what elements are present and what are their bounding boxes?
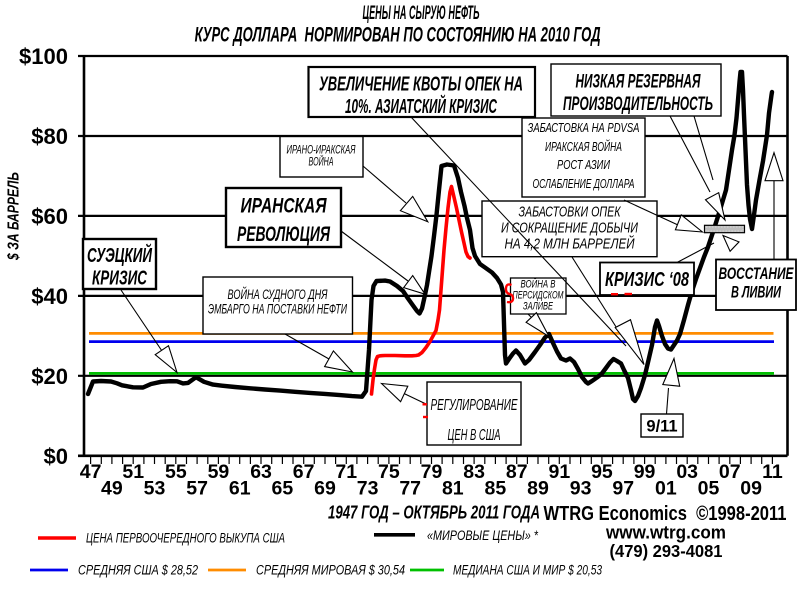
svg-text:НА 4,2 МЛН БАРРЕЛЕЙ: НА 4,2 МЛН БАРРЕЛЕЙ (505, 235, 635, 253)
svg-text:51: 51 (122, 461, 144, 483)
svg-text:95: 95 (591, 461, 613, 483)
svg-text:$20: $20 (31, 364, 68, 389)
svg-text:53: 53 (144, 478, 166, 500)
svg-text:99: 99 (634, 461, 656, 483)
svg-text:ЗАБАСТОВКИ ОПЕК: ЗАБАСТОВКИ ОПЕК (519, 204, 622, 221)
svg-text:$100: $100 (19, 44, 68, 69)
svg-text:КУРС ДОЛЛАРА НОРМИРОВАН ПО СО: КУРС ДОЛЛАРА НОРМИРОВАН ПО СОСТОЯНИЮ НА … (195, 24, 601, 47)
svg-text:В ЛИВИИ: В ЛИВИИ (731, 284, 782, 302)
svg-text:$0: $0 (44, 444, 68, 469)
svg-text:07: 07 (719, 461, 741, 483)
svg-text:УВЕЛИЧЕНИЕ КВОТЫ ОПЕК НА: УВЕЛИЧЕНИЕ КВОТЫ ОПЕК НА (319, 74, 523, 96)
svg-text:ЗАЛИВЕ: ЗАЛИВЕ (523, 301, 553, 313)
svg-text:81: 81 (442, 478, 464, 500)
svg-text:РЕВОЛЮЦИЯ: РЕВОЛЮЦИЯ (237, 223, 330, 246)
svg-text:69: 69 (314, 478, 336, 500)
svg-text:63: 63 (250, 461, 272, 483)
svg-text:10%. АЗИАТСКИЙ КРИЗИС: 10%. АЗИАТСКИЙ КРИЗИС (345, 94, 497, 118)
svg-text:73: 73 (357, 478, 379, 500)
svg-text:ВОССТАНИЕ: ВОССТАНИЕ (719, 265, 795, 283)
svg-text:ЦЕНА ПЕРВООЧЕРЕДНОГО ВЫКУПА СШ: ЦЕНА ПЕРВООЧЕРЕДНОГО ВЫКУПА США (86, 531, 285, 546)
svg-text:1947 ГОД – ОКТЯБРЬ 2011 ГОДА: 1947 ГОД – ОКТЯБРЬ 2011 ГОДА (328, 502, 540, 523)
svg-text:9/11: 9/11 (646, 418, 677, 436)
svg-text:СРЕДНЯЯ США $ 28,52: СРЕДНЯЯ США $ 28,52 (78, 563, 198, 578)
svg-text:$60: $60 (31, 204, 68, 229)
svg-text:97: 97 (612, 478, 634, 500)
svg-text:СРЕДНЯЯ МИРОВАЯ $ 30,54: СРЕДНЯЯ МИРОВАЯ $ 30,54 (256, 563, 405, 578)
svg-text:09: 09 (740, 478, 762, 500)
svg-text:КРИЗИС: КРИЗИС (92, 268, 147, 290)
svg-text:ИРАНСКАЯ: ИРАНСКАЯ (241, 195, 328, 218)
svg-text:«МИРОВЫЕ ЦЕНЫ» *: «МИРОВЫЕ ЦЕНЫ» * (427, 528, 539, 543)
svg-text:01: 01 (655, 478, 677, 500)
svg-text:ЦЕН В США: ЦЕН В США (448, 427, 501, 444)
svg-text:ИРАНО-ИРАКСКАЯ: ИРАНО-ИРАКСКАЯ (287, 145, 356, 157)
svg-text:СУЭЦКИЙ: СУЭЦКИЙ (87, 243, 152, 267)
svg-text:77: 77 (399, 478, 421, 500)
svg-text:И СОКРАЩЕНИЕ ДОБЫЧИ: И СОКРАЩЕНИЕ ДОБЫЧИ (501, 220, 638, 237)
svg-text:ЗАБАСТОВКА НА PDVSA: ЗАБАСТОВКА НА PDVSA (528, 121, 640, 135)
svg-text:59: 59 (208, 461, 230, 483)
svg-text:67: 67 (293, 461, 315, 483)
svg-text:ВОЙНА В: ВОЙНА В (521, 278, 556, 291)
svg-text:89: 89 (527, 478, 549, 500)
svg-text:КРИЗИС ‘08: КРИЗИС ‘08 (605, 269, 690, 291)
svg-text:ЭМБАРГО НА ПОСТАВКИ НЕФТИ: ЭМБАРГО НА ПОСТАВКИ НЕФТИ (208, 302, 347, 317)
svg-text:85: 85 (485, 478, 507, 500)
svg-text:ВОЙНА СУДНОГО ДНЯ: ВОЙНА СУДНОГО ДНЯ (228, 286, 329, 302)
svg-text:05: 05 (698, 478, 720, 500)
svg-text:МЕДИАНА США И МИР $ 20,53: МЕДИАНА США И МИР $ 20,53 (453, 563, 602, 578)
svg-text:ОСЛАБЛЕНИЕ ДОЛЛАРА: ОСЛАБЛЕНИЕ ДОЛЛАРА (533, 177, 635, 191)
svg-text:03: 03 (676, 461, 698, 483)
svg-text:49: 49 (101, 478, 123, 500)
svg-text:$80: $80 (31, 124, 68, 149)
svg-text:61: 61 (229, 478, 251, 500)
svg-text:$ ЗА БАРРЕЛЬ: $ ЗА БАРРЕЛЬ (6, 172, 23, 261)
svg-text:$40: $40 (31, 284, 68, 309)
svg-text:НИЗКАЯ РЕЗЕРВНАЯ: НИЗКАЯ РЕЗЕРВНАЯ (576, 72, 702, 93)
svg-text:www.wtrg.com: www.wtrg.com (605, 523, 726, 543)
svg-text:WTRG Economics ©1998-2011: WTRG Economics ©1998-2011 (544, 503, 787, 525)
svg-text:ЦЕНЫ НА СЫРУЮ НЕФТЬ: ЦЕНЫ НА СЫРУЮ НЕФТЬ (363, 3, 480, 24)
svg-text:75: 75 (378, 461, 400, 483)
svg-text:55: 55 (165, 461, 187, 483)
svg-text:71: 71 (335, 461, 357, 483)
svg-text:ПРОИЗВОДИТЕЛЬНОСТЬ: ПРОИЗВОДИТЕЛЬНОСТЬ (563, 94, 713, 115)
svg-text:47: 47 (80, 461, 102, 483)
svg-text:65: 65 (272, 478, 294, 500)
svg-text:87: 87 (506, 461, 528, 483)
svg-text:83: 83 (463, 461, 485, 483)
svg-text:ПЕРСИДСКОМ: ПЕРСИДСКОМ (513, 290, 565, 302)
svg-text:РЕГУЛИРОВАНИЕ: РЕГУЛИРОВАНИЕ (431, 397, 518, 414)
svg-text:91: 91 (548, 461, 570, 483)
svg-text:(479) 293-4081: (479) 293-4081 (610, 541, 723, 561)
svg-text:РОСТ АЗИИ: РОСТ АЗИИ (557, 158, 611, 172)
svg-text:57: 57 (186, 478, 208, 500)
svg-text:79: 79 (421, 461, 443, 483)
svg-text:93: 93 (570, 478, 592, 500)
svg-text:ВОЙНА: ВОЙНА (309, 156, 334, 169)
svg-text:11: 11 (762, 461, 783, 483)
svg-text:ИРАКСКАЯ ВОЙНА: ИРАКСКАЯ ВОЙНА (545, 138, 622, 154)
